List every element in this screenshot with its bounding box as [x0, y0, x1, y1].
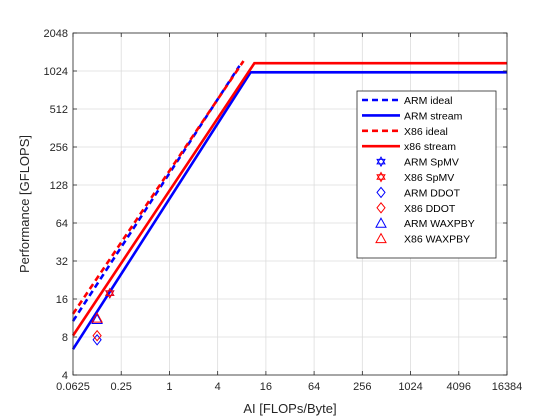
y-tick-label: 512	[50, 104, 68, 116]
y-tick-label: 256	[50, 142, 68, 154]
legend-item-arm-ideal: ARM ideal	[362, 95, 452, 107]
y-axis-ticks: 4 8 16 32 64 128 256 512 1024 2048	[44, 28, 507, 382]
y-tick-label: 64	[56, 218, 68, 230]
legend-swatch	[376, 186, 386, 199]
x-tick-label: 1	[166, 381, 172, 393]
legend-label: X86 DDOT	[404, 203, 456, 215]
y-tick-label: 4	[62, 370, 68, 382]
legend-swatch	[375, 217, 387, 228]
y-tick-label: 128	[50, 180, 68, 192]
legend-label: ARM ideal	[404, 95, 452, 107]
marker-x86-spmv	[105, 287, 115, 299]
x-tick-label: 256	[353, 381, 371, 393]
x-axis-ticks: 0.0625 0.25 1 4 16 64 256 1024 4096 16384	[56, 33, 522, 393]
y-tick-label: 32	[56, 256, 68, 268]
series-markers	[91, 287, 115, 346]
legend-label: ARM WAXPBY	[404, 218, 475, 230]
x-tick-label: 4096	[447, 381, 471, 393]
legend-swatch	[376, 171, 386, 183]
x-tick-label: 16	[260, 381, 272, 393]
y-tick-label: 16	[56, 294, 68, 306]
legend-label: ARM stream	[404, 110, 463, 122]
legend-item-x86-stream: x86 stream	[362, 141, 456, 153]
marker-x86-waxpby	[91, 312, 103, 323]
marker-arm-waxpby	[91, 313, 103, 325]
x-tick-label: 64	[308, 381, 320, 393]
legend-item-arm-ddot: ARM DDOT	[376, 186, 461, 199]
y-tick-label: 1024	[44, 66, 68, 78]
series-line-arm-stream	[71, 71, 507, 350]
legend-label: X86 SpMV	[404, 172, 454, 184]
x-tick-label: 1024	[398, 381, 422, 393]
legend-swatch	[376, 156, 386, 168]
x-tick-label: 0.0625	[56, 381, 90, 393]
series-line-x86-ideal	[71, 60, 245, 315]
legend-item-x86-ideal: X86 ideal	[362, 126, 448, 138]
legend-label: X86 ideal	[404, 126, 448, 138]
legend-item-x86-waxpby: X86 WAXPBY	[375, 232, 470, 246]
plot-frame	[72, 32, 508, 376]
legend-item-arm-spmv: ARM SpMV	[376, 156, 459, 169]
x-axis-label: AI [FLOPs/Byte]	[243, 401, 336, 416]
legend-swatch	[376, 201, 386, 214]
legend-item-arm-waxpby: ARM WAXPBY	[375, 217, 475, 230]
legend-swatch	[375, 232, 387, 244]
series-line-arm-ideal	[71, 65, 241, 322]
y-tick-label: 2048	[44, 28, 68, 40]
x-tick-label: 0.25	[111, 381, 132, 393]
series-line-x86-stream	[71, 61, 507, 337]
legend-item-arm-stream: ARM stream	[362, 110, 463, 122]
marker-arm-ddot	[92, 334, 102, 346]
legend-item-x86-ddot: X86 DDOT	[376, 201, 456, 215]
series-lines	[71, 60, 507, 350]
legend-label: x86 stream	[404, 141, 456, 153]
y-axis-label: Performance [GFLOPS]	[17, 135, 32, 273]
marker-x86-ddot	[92, 329, 102, 342]
legend-label: X86 WAXPBY	[404, 234, 470, 246]
legend-label: ARM DDOT	[404, 187, 461, 199]
legend-item-x86-spmv: X86 SpMV	[376, 171, 454, 184]
x-tick-label: 4	[215, 381, 221, 393]
legend: ARM ideal ARM stream X86 ideal x86 stream AR…	[356, 90, 497, 259]
y-tick-label: 8	[62, 332, 68, 344]
x-tick-label: 16384	[492, 381, 523, 393]
legend-label: ARM SpMV	[404, 157, 459, 169]
